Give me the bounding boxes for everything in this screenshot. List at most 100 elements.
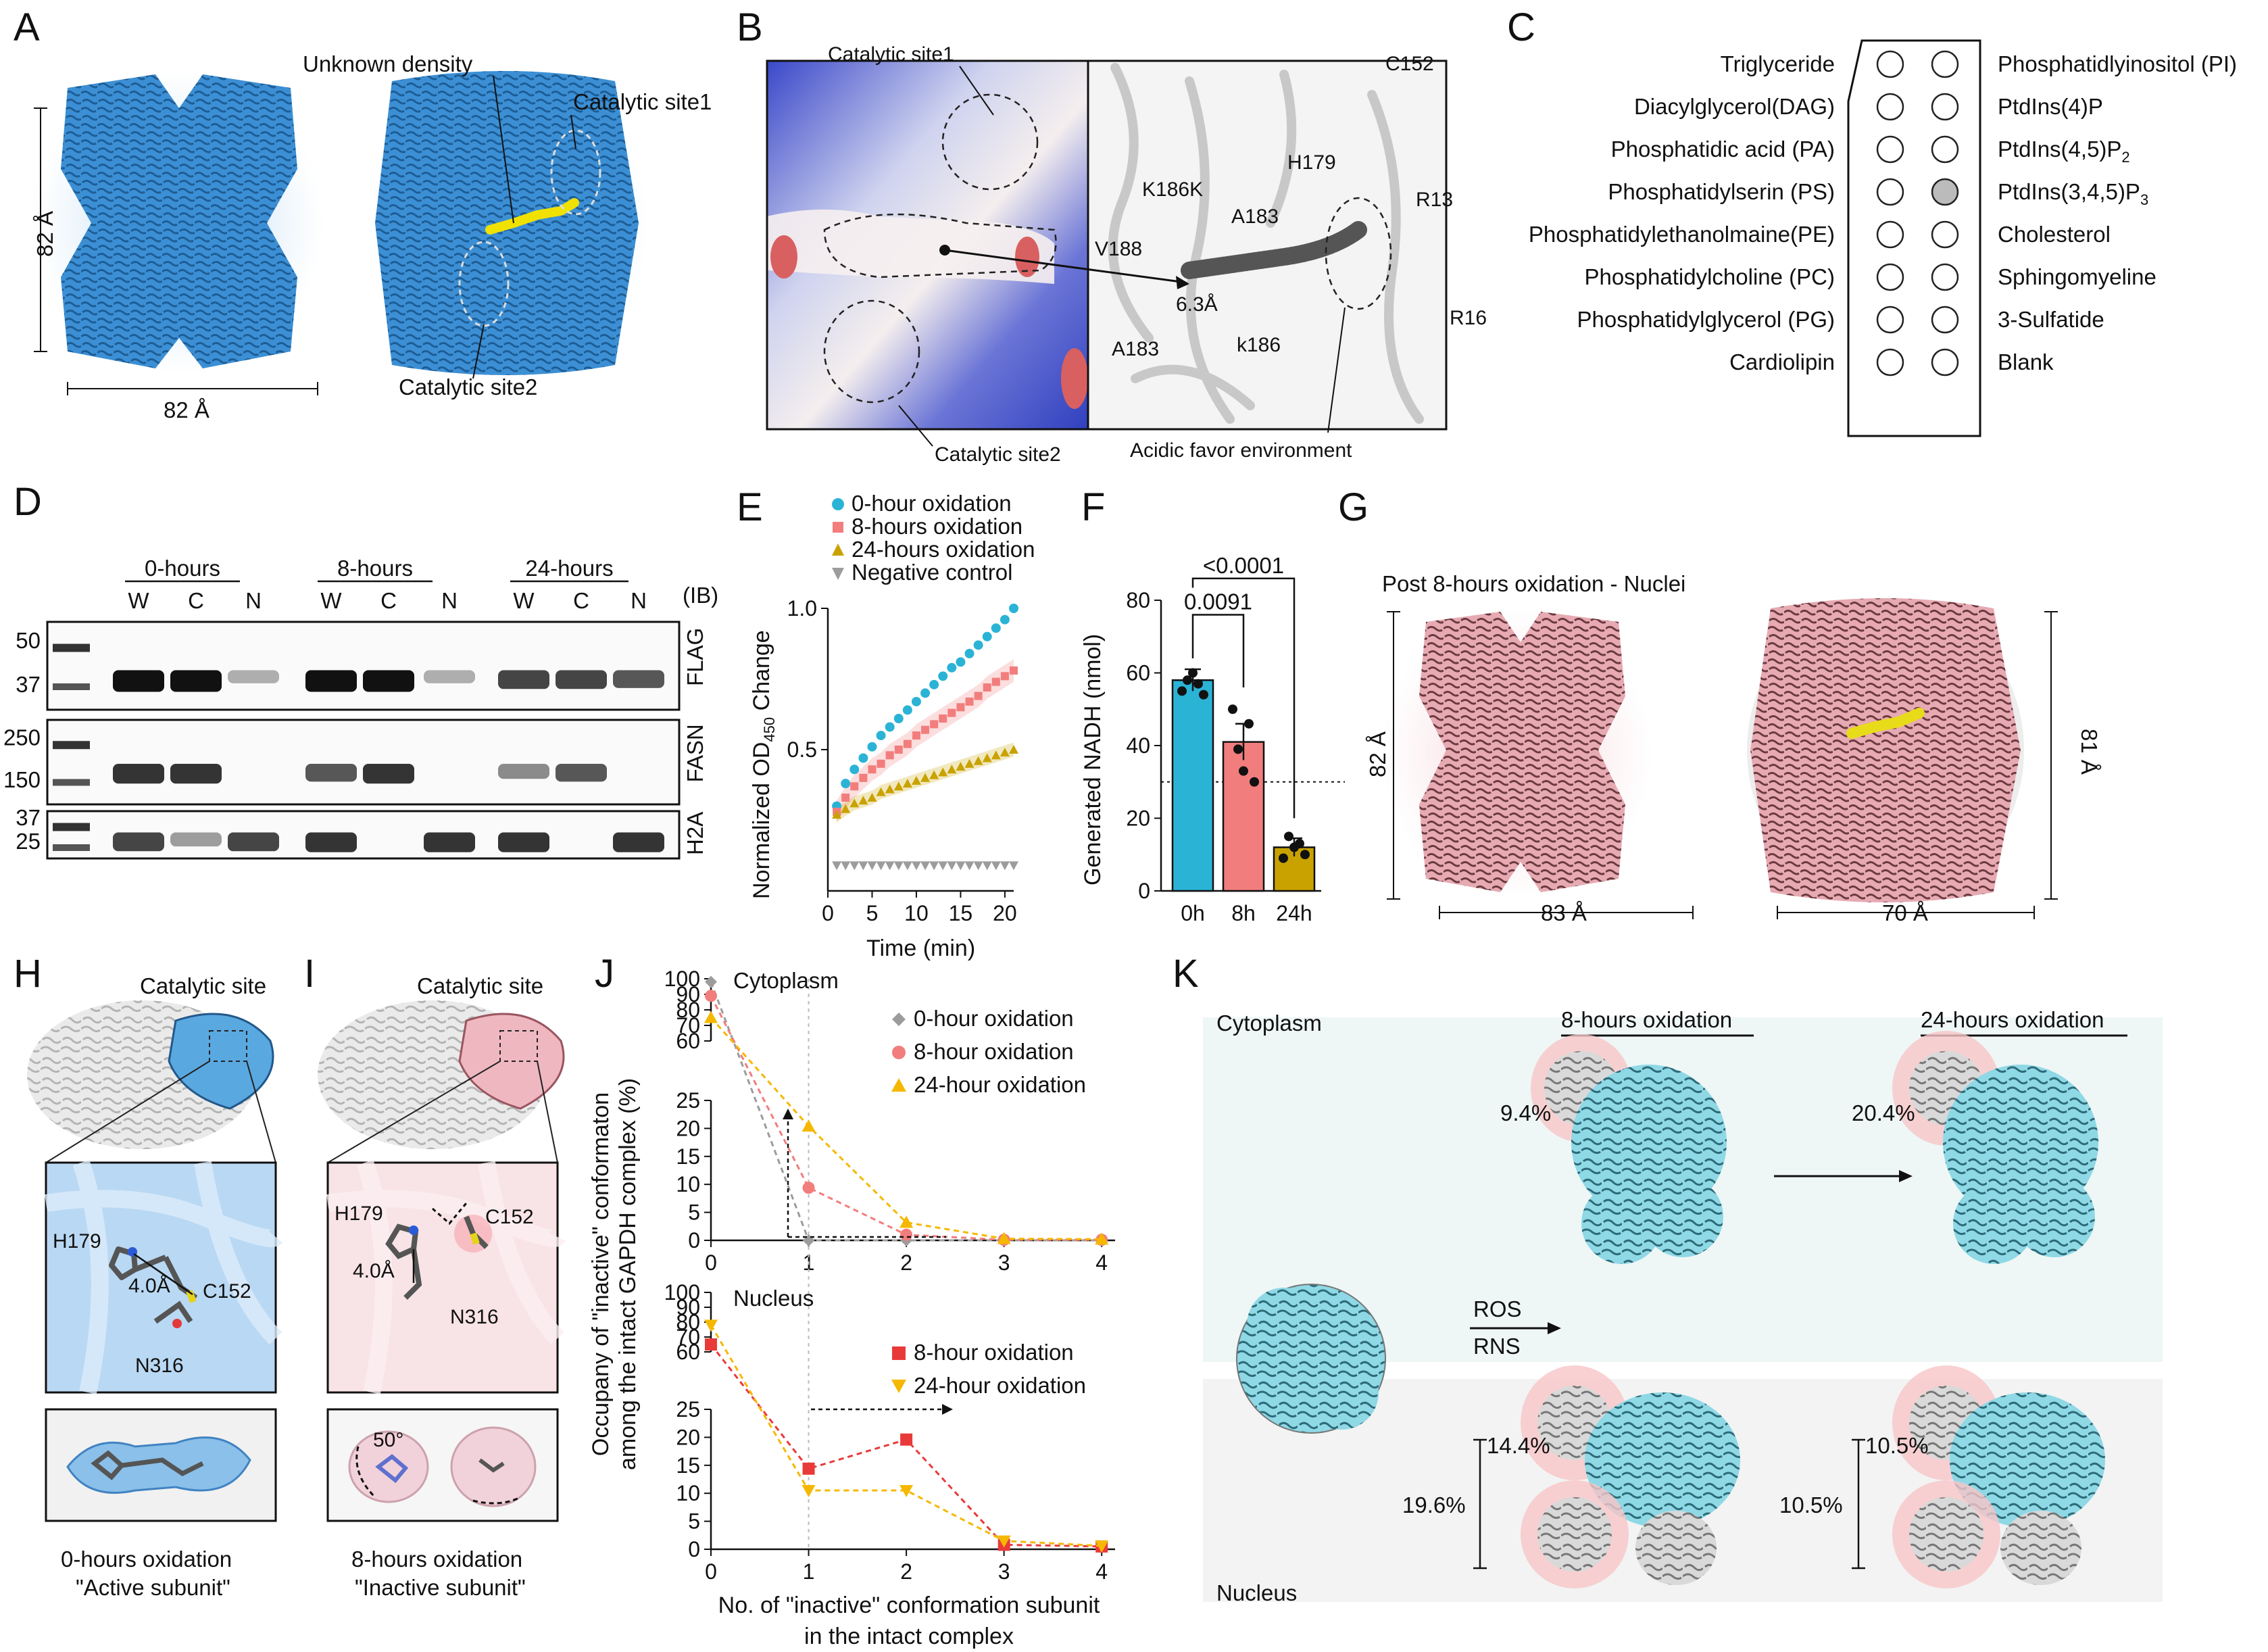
mw-marker: 50 <box>16 628 41 653</box>
j-cyto-point-8h <box>802 1182 815 1194</box>
e-point-24h <box>991 750 1001 760</box>
j-y-tick-label: 0 <box>688 1537 700 1561</box>
f-y-tick-label: 40 <box>1126 733 1150 758</box>
blot-band <box>170 764 222 784</box>
j-y-tick-label: 10 <box>676 1481 700 1505</box>
j-ylabel-line1: Occupany of "inactive" conformaton <box>588 1092 614 1456</box>
lipid-spot-right <box>1931 178 1959 206</box>
blot-band <box>113 670 164 692</box>
e-point-neg <box>929 861 939 871</box>
e-x-tick-label: 5 <box>866 901 879 925</box>
panel-c: Triglyceride Phosphatidlyinositol (PI) Dia… <box>1529 39 2237 437</box>
e-point-0h <box>964 648 975 658</box>
panel-h: Catalytic site H179 C152 4.0Å N316 0-hou… <box>27 973 283 1600</box>
lipid-spot-left <box>1876 93 1904 121</box>
e-point-0h <box>938 671 948 681</box>
e-legend-label: 24-hours oxidation <box>852 537 1035 562</box>
blot-band <box>363 764 414 784</box>
e-point-8h <box>1000 672 1009 681</box>
e-point-8h <box>965 697 974 706</box>
j-x-tick-label: 4 <box>1095 1559 1108 1584</box>
j-y-tick-label: 60 <box>676 1340 700 1364</box>
nuclear-map-side-view <box>1419 612 1625 892</box>
e-point-0h <box>841 779 851 789</box>
j-nuc-point-24h <box>997 1535 1011 1548</box>
lipid-right-label: Sphingomyeline <box>1998 264 2156 289</box>
f-data-point <box>1300 850 1310 860</box>
e-point-24h <box>911 775 921 785</box>
e-point-8h <box>939 714 947 723</box>
i-caption1: 8-hours oxidation <box>351 1547 522 1572</box>
e-point-neg <box>867 861 877 871</box>
blot-band <box>613 832 664 852</box>
b-label-acidic: Acidic favor environment <box>1130 439 1352 462</box>
e-x-tick-label: 15 <box>949 901 973 925</box>
j-xlabel-line1: No. of "inactive" conformation subunit <box>718 1593 1100 1618</box>
e-point-0h <box>867 742 877 752</box>
h-title: Catalytic site <box>140 973 266 998</box>
lipid-spot-right <box>1931 50 1959 78</box>
lipid-left-label: Phosphatidylglycerol (PG) <box>1577 307 1835 332</box>
j-legend-marker <box>891 1078 906 1092</box>
residue-k186: k186 <box>1237 334 1281 356</box>
blot-band <box>424 832 475 852</box>
lipid-spot-right <box>1931 306 1959 334</box>
blot-band <box>424 670 475 683</box>
e-point-24h <box>841 804 851 813</box>
e-legend-marker <box>833 522 843 533</box>
k-ros: ROS <box>1473 1296 1522 1321</box>
blot-membrane <box>46 719 681 806</box>
j-y-tick-label: 15 <box>676 1144 700 1169</box>
ladder-band <box>53 779 90 786</box>
lipid-spot-left <box>1876 50 1904 78</box>
e-point-8h <box>885 751 894 760</box>
b-label-site2: Catalytic site2 <box>935 443 1061 466</box>
lipid-right-label: Blank <box>1998 349 2054 374</box>
j-x-tick-label: 2 <box>900 1250 912 1275</box>
j-cyto-point-0h <box>802 1234 815 1246</box>
lipid-right-label: Cholesterol <box>1998 222 2111 247</box>
blot-band <box>113 764 164 784</box>
k-nucleus-label: Nucleus <box>1216 1580 1297 1605</box>
e-point-8h <box>947 708 956 717</box>
panel-letter-a: A <box>14 5 40 49</box>
blot-band <box>556 670 607 689</box>
residue-c152: C152 <box>1385 53 1434 75</box>
residue-v188: V188 <box>1095 238 1142 260</box>
g-dim1-h: 83 Å <box>1541 900 1587 925</box>
j-legend-label: 24-hour oxidation <box>914 1072 1086 1097</box>
mw-marker: 25 <box>16 829 41 854</box>
lipid-left-label: Phosphatidic acid (PA) <box>1611 137 1835 162</box>
lane-label: W <box>320 588 342 613</box>
e-point-8h <box>894 746 903 754</box>
j-cyto-point-8h <box>900 1228 913 1241</box>
lipid-spot-left <box>1876 178 1904 206</box>
lipid-left-label: Phosphatidylcholine (PC) <box>1584 264 1835 289</box>
blot-group-header: 0-hours <box>145 556 220 581</box>
j-cyto-point-0h <box>705 975 717 988</box>
lipid-spot-left <box>1876 306 1904 334</box>
density-mesh <box>1181 221 1367 279</box>
mw-marker: 250 <box>3 725 41 750</box>
j-x-tick-label: 3 <box>998 1250 1010 1275</box>
e-point-neg <box>938 861 948 871</box>
j-legend-marker <box>891 1380 906 1393</box>
catalytic-site2-circle <box>458 241 510 327</box>
panel-letter-d: D <box>14 480 42 524</box>
unknown-density-ligand <box>485 198 579 235</box>
lipid-right-label: PtdIns(4,5)P2 <box>1998 137 2130 166</box>
g-title: Post 8-hours oxidation - Nuclei <box>1382 571 1685 596</box>
k-cytoplasm-label: Cytoplasm <box>1216 1011 1322 1036</box>
e-point-neg <box>832 861 842 871</box>
blot-band <box>228 832 279 852</box>
e-point-24h <box>938 767 948 777</box>
panel-letter-g: G <box>1338 485 1369 529</box>
i-res-h179: H179 <box>335 1202 383 1225</box>
panel-letter-b: B <box>737 5 763 49</box>
site1-pocket-outline <box>941 93 1039 191</box>
j-y-tick-label: 70 <box>676 1013 700 1038</box>
blot-band <box>305 832 357 852</box>
e-point-neg <box>876 861 886 871</box>
j-y-tick-label: 90 <box>676 982 700 1006</box>
